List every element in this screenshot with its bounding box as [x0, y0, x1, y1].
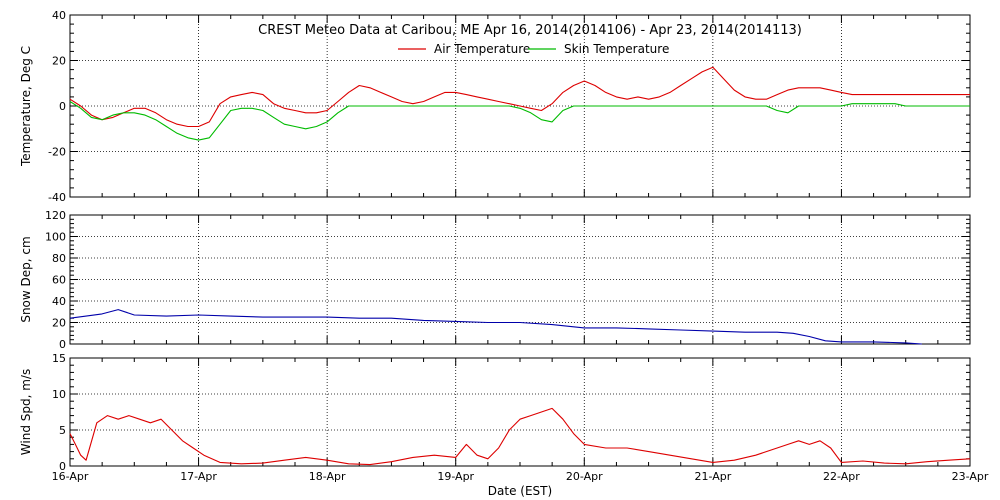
- y-tick-label: 60: [52, 274, 66, 287]
- x-tick-label: 22-Apr: [823, 470, 860, 483]
- x-axis-title: Date (EST): [488, 484, 552, 498]
- y-tick-label: 40: [52, 295, 66, 308]
- chart-panel-1: -40 -20 0 20 40 Temperature, Deg C CREST Meteo…: [19, 9, 971, 204]
- y-tick-label: 5: [59, 424, 66, 437]
- x-tick-label: 18-Apr: [309, 470, 346, 483]
- y-tick-label: 0: [59, 460, 66, 473]
- y-axis-title: Wind Spd, m/s: [19, 369, 33, 455]
- y-tick-label: 120: [45, 209, 66, 222]
- x-tick-label: 23-Apr: [952, 470, 989, 483]
- chart-panels: -40 -20 0 20 40 Temperature, Deg C CREST Meteo…: [19, 9, 989, 498]
- chart-panel-3: 0 5 10 15 Wind Spd, m/s 16-Apr 17-Apr 18-Apr 19-…: [19, 352, 989, 498]
- y-tick-label: 20: [52, 55, 66, 68]
- y-tick-label: 10: [52, 388, 66, 401]
- chart-panel-2: 0 20 40 60 80 100 120 Snow Dep, cm: [19, 209, 971, 351]
- y-tick-label: 80: [52, 252, 66, 265]
- legend-label: Skin Temperature: [564, 42, 669, 56]
- y-tick-label: 15: [52, 352, 66, 365]
- y-tick-label: 40: [52, 9, 66, 22]
- x-tick-label: 19-Apr: [437, 470, 474, 483]
- y-tick-label: 0: [59, 338, 66, 351]
- x-tick-label: 21-Apr: [694, 470, 731, 483]
- chart-title: CREST Meteo Data at Caribou, ME Apr 16, …: [258, 23, 802, 38]
- x-tick-label: 20-Apr: [566, 470, 603, 483]
- series-line-1: [69, 407, 971, 466]
- legend: Air Temperature Skin Temperature: [398, 42, 669, 56]
- legend-label: Air Temperature: [434, 42, 530, 56]
- y-tick-label: -40: [48, 191, 66, 204]
- y-tick-label: 20: [52, 317, 66, 330]
- series-line-2: [69, 101, 970, 141]
- y-axis-title: Snow Dep, cm: [19, 236, 33, 322]
- y-tick-label: -20: [48, 146, 66, 159]
- series-line-1: [69, 309, 922, 345]
- series-line-1: [69, 66, 970, 128]
- y-axis-title: Temperature, Deg C: [19, 46, 33, 167]
- plot-frame: [69, 357, 971, 467]
- y-tick-label: 100: [45, 231, 66, 244]
- x-tick-label: 16-Apr: [52, 470, 89, 483]
- x-tick-label: 17-Apr: [180, 470, 217, 483]
- y-tick-label: 0: [59, 100, 66, 113]
